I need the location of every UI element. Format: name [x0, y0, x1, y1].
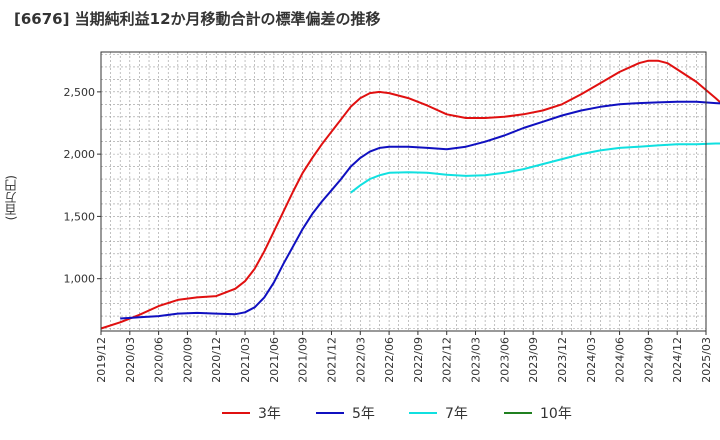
legend-label-7年: 7年 [445, 406, 468, 422]
x-tick-label: 2020/09 [181, 337, 194, 383]
x-tick-label: 2023/12 [556, 337, 569, 383]
plot-area-frame [100, 51, 707, 332]
y-tick-label: 2,000 [64, 148, 96, 161]
chart-title: [6676] 当期純利益12か月移動合計の標準偏差の推移 [14, 10, 381, 28]
gridlines [101, 52, 706, 331]
y-axis: 1,000 1,500 2,000 2,500 [64, 86, 101, 286]
x-tick-label: 2025/03 [700, 337, 713, 383]
legend-label-3年: 3年 [258, 406, 281, 422]
x-tick-label: 2023/03 [470, 337, 483, 383]
legend-label-5年: 5年 [352, 406, 375, 422]
x-tick-label: 2020/06 [153, 337, 166, 383]
x-tick-label: 2020/03 [124, 337, 137, 383]
x-tick-label: 2023/06 [498, 337, 511, 383]
x-tick-label: 2024/06 [614, 337, 627, 383]
x-tick-label: 2021/03 [239, 337, 252, 383]
x-tick-label: 2020/12 [210, 337, 223, 383]
series-line-5年 [120, 100, 720, 320]
y-tick-label: 1,500 [64, 210, 96, 223]
legend-label-10年: 10年 [540, 406, 572, 422]
legend: 3年 5年 7年 10年 [222, 406, 572, 422]
series-lines [100, 59, 720, 330]
x-tick-label: 2022/09 [412, 337, 425, 383]
x-tick-label: 2024/12 [671, 337, 684, 383]
x-tick-label: 2019/12 [95, 337, 108, 383]
x-tick-label: 2021/12 [325, 337, 338, 383]
x-tick-label: 2022/06 [383, 337, 396, 383]
x-tick-label: 2022/12 [441, 337, 454, 383]
y-tick-label: 1,000 [64, 273, 96, 286]
x-tick-label: 2023/09 [527, 337, 540, 383]
y-tick-label: 2,500 [64, 86, 96, 99]
x-tick-label: 2024/09 [642, 337, 655, 383]
x-tick-label: 2021/09 [297, 337, 310, 383]
x-axis: 2019/12 2020/03 2020/06 2020/09 2020/12 2021/… [95, 331, 713, 383]
series-line-3年 [100, 59, 720, 330]
x-tick-label: 2021/06 [268, 337, 281, 383]
x-tick-label: 2024/03 [585, 337, 598, 383]
x-tick-label: 2022/03 [354, 337, 367, 383]
series-line-7年 [350, 142, 720, 194]
